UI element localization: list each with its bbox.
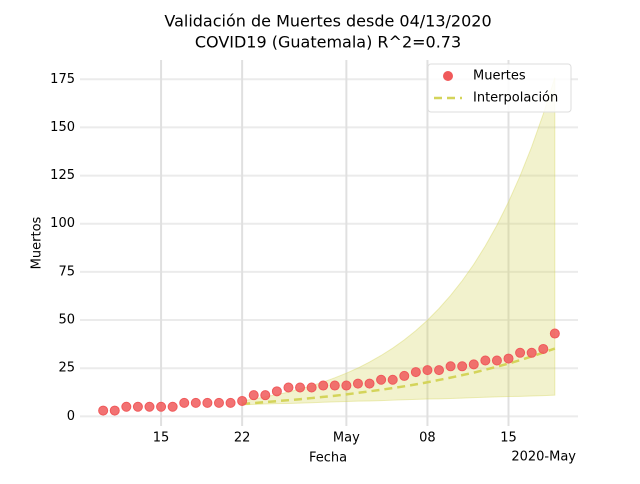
x-offset-label: 2020-May [511, 450, 576, 465]
point [352, 378, 363, 389]
point [213, 397, 224, 408]
point [260, 390, 271, 401]
x-axis-label: Fecha [309, 451, 347, 466]
chart-subtitle: COVID19 (Guatemala) R^2=0.73 [195, 33, 461, 52]
y-tick-label: 25 [58, 361, 75, 376]
point [364, 378, 375, 389]
point [109, 405, 120, 416]
point [167, 401, 178, 412]
point [503, 353, 514, 364]
y-tick-label: 0 [67, 409, 75, 424]
point [468, 359, 479, 370]
y-tick-label: 175 [50, 72, 75, 87]
legend-label: Interpolación [473, 91, 558, 106]
point [538, 343, 549, 354]
point [237, 395, 248, 406]
confidence-band [241, 77, 556, 406]
point [121, 401, 132, 412]
point [549, 328, 560, 339]
point [98, 405, 109, 416]
point [457, 361, 468, 372]
legend-label: Muertes [473, 69, 526, 84]
point [422, 365, 433, 376]
legend-marker [443, 71, 453, 81]
y-tick-label: 50 [58, 313, 75, 328]
point [144, 401, 155, 412]
point [271, 386, 282, 397]
point [248, 390, 259, 401]
point [225, 397, 236, 408]
x-tick-label: 15 [153, 431, 170, 446]
point [526, 347, 537, 358]
point [376, 374, 387, 385]
x-tick-label: May [333, 431, 360, 446]
y-tick-label: 125 [50, 168, 75, 183]
point [179, 397, 190, 408]
x-tick-label: 08 [419, 431, 436, 446]
point [341, 380, 352, 391]
point [318, 380, 329, 391]
point [202, 397, 213, 408]
point [132, 401, 143, 412]
point [156, 401, 167, 412]
point [515, 347, 526, 358]
y-tick-label: 100 [50, 216, 75, 231]
point [399, 370, 410, 381]
point [306, 382, 317, 393]
chart-title: Validación de Muertes desde 04/13/2020 [164, 12, 491, 31]
point [491, 355, 502, 366]
y-tick-label: 75 [58, 264, 75, 279]
y-axis-label: Muertos [30, 216, 45, 269]
point [434, 365, 445, 376]
point [329, 380, 340, 391]
point [283, 382, 294, 393]
x-tick-label: 15 [500, 431, 517, 446]
legend-box [427, 63, 572, 113]
x-tick-label: 22 [234, 431, 251, 446]
point [445, 361, 456, 372]
point [480, 355, 491, 366]
y-tick-label: 150 [50, 120, 75, 135]
point [387, 374, 398, 385]
point [190, 397, 201, 408]
fit-line [242, 347, 556, 406]
point [295, 382, 306, 393]
point [410, 367, 421, 378]
